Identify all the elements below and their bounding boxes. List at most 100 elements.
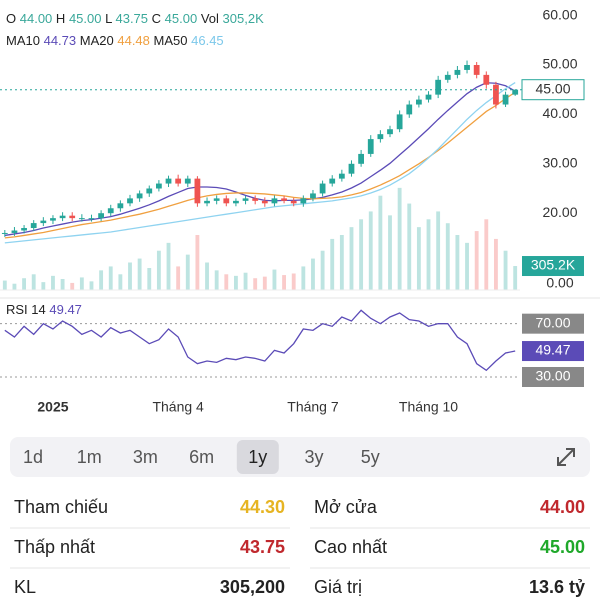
tab[interactable]: 1m	[77, 447, 102, 467]
tab[interactable]: 3y	[304, 447, 323, 467]
tab[interactable]: 1y	[248, 447, 267, 467]
label: C	[152, 11, 161, 26]
label: MA20	[80, 33, 114, 48]
volume-bar	[118, 274, 123, 290]
volume-bar	[397, 187, 402, 290]
stat-label: Mở cửa	[314, 497, 378, 517]
volume-bar	[243, 272, 248, 290]
candle-body	[348, 163, 355, 174]
volume-bar	[494, 238, 498, 290]
volume-bar	[339, 235, 344, 290]
volume-bar	[301, 266, 306, 290]
candle-body	[444, 74, 451, 80]
value: 46.45	[191, 33, 224, 48]
candle-body	[98, 213, 104, 219]
volume-bar	[31, 274, 36, 290]
stat-value: 305,200	[220, 577, 285, 597]
rsi-tick-badge	[522, 367, 584, 387]
candle-body	[252, 198, 259, 201]
candle-body	[175, 178, 182, 184]
volume-bar	[407, 203, 412, 290]
candle-body	[367, 139, 374, 154]
candle-body	[21, 228, 27, 231]
rsi-header: RSI 14 49.47	[6, 302, 82, 317]
stat-label: Giá trị	[314, 577, 362, 597]
candle-body	[59, 215, 66, 219]
candle-body	[184, 178, 191, 184]
candle-body	[88, 218, 95, 220]
volume-bar	[503, 250, 508, 290]
x-tick-label: 2025	[37, 399, 68, 415]
y-tick-label: 40.00	[542, 105, 577, 121]
y-tick-label: 50.00	[542, 56, 577, 72]
candle-body	[204, 200, 210, 204]
volume-bar	[166, 242, 171, 290]
candle-body	[69, 215, 76, 219]
label: H	[56, 11, 65, 26]
candle-body	[483, 74, 490, 85]
candle-body	[300, 198, 307, 204]
candle-body	[213, 198, 220, 201]
candle-body	[281, 198, 287, 201]
y-tick-label: 30.00	[542, 155, 577, 171]
volume-bar	[137, 258, 142, 290]
x-tick-label: Tháng 7	[287, 399, 339, 415]
volume-tick-label: 0.00	[546, 275, 573, 291]
volume-bar	[465, 242, 469, 290]
tab[interactable]: 6m	[189, 447, 214, 467]
stat-value: 43.75	[240, 537, 285, 557]
tab-selected	[236, 440, 279, 474]
volume-bar	[272, 269, 277, 290]
chart: 10.0020.0030.0040.0050.0060.000.00305.2K…	[0, 6, 600, 415]
volume-bar	[445, 223, 450, 290]
value: 44.48	[117, 33, 150, 48]
volume-bar	[253, 278, 258, 290]
tab[interactable]: 5y	[361, 447, 380, 467]
rsi-tick-label: 30.00	[535, 368, 570, 384]
y-tick-label: 20.00	[542, 204, 577, 220]
volume-bar	[455, 235, 460, 290]
volume-bar	[22, 278, 26, 290]
candle-body	[406, 104, 413, 115]
label: RSI 14	[6, 302, 46, 317]
value: 43.75	[115, 11, 148, 26]
candle-body	[377, 134, 384, 140]
label: L	[105, 11, 112, 26]
volume-bar	[282, 275, 286, 290]
value: 45.00	[69, 11, 102, 26]
tab[interactable]: 1d	[23, 447, 43, 467]
volume-bar	[108, 266, 113, 290]
volume-bar	[513, 266, 518, 290]
stat-label: Cao nhất	[314, 537, 387, 557]
volume-bar	[234, 275, 238, 290]
volume-bar	[156, 250, 161, 290]
volume-bar	[416, 227, 421, 290]
ma-header: MA10 44.73 MA20 44.48 MA50 46.45	[6, 33, 224, 48]
volume-bar	[176, 266, 181, 290]
candle-body	[493, 84, 499, 105]
volume-bar	[12, 283, 17, 290]
candle-body	[358, 153, 364, 164]
volume-bar	[195, 235, 200, 290]
label: MA10	[6, 33, 40, 48]
candle-body	[396, 114, 403, 130]
volume-bar	[185, 254, 190, 290]
candle-body	[50, 218, 56, 221]
volume-bar	[79, 277, 84, 290]
x-tick-label: Tháng 4	[152, 399, 204, 415]
label: Vol	[201, 11, 219, 26]
value: 305,2K	[223, 11, 265, 26]
expand-icon[interactable]	[557, 448, 575, 466]
volume-bar	[436, 211, 441, 290]
volume-bar	[378, 195, 383, 290]
candle-body	[136, 193, 143, 199]
volume-bar	[214, 270, 219, 290]
candle-body	[233, 200, 239, 204]
candle-body	[11, 230, 18, 233]
tab-bar	[10, 437, 590, 477]
ma-line	[4, 81, 516, 244]
volume-bar	[311, 258, 315, 290]
tab[interactable]: 3m	[133, 447, 158, 467]
candle-body	[435, 79, 442, 95]
ohlc-header: O 44.00 H 45.00 L 43.75 C 45.00 Vol 305,…	[6, 11, 264, 26]
